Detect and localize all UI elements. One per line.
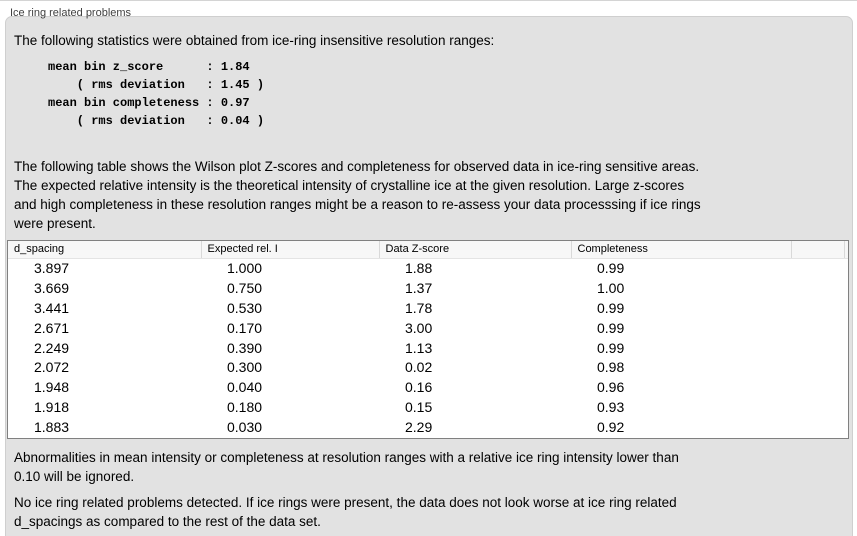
- table-cell: 0.98: [597, 359, 625, 376]
- table-cell-empty: [844, 417, 848, 437]
- table-cell-empty: [791, 298, 844, 318]
- table-cell-empty: [844, 397, 848, 417]
- table-row[interactable]: 2.671 0.170 3.00 0.99: [8, 318, 848, 338]
- table-cell-empty: [791, 397, 844, 417]
- column-header-empty: [844, 241, 848, 259]
- table-cell-empty: [791, 357, 844, 377]
- table-cell: 1.88: [405, 260, 433, 277]
- ice-ring-panel: The following statistics were obtained f…: [5, 16, 853, 536]
- table-cell-empty: [844, 278, 848, 298]
- table-cell-empty: [791, 258, 844, 278]
- table-cell: 0.99: [597, 260, 625, 277]
- table-cell: 0.16: [405, 379, 433, 396]
- page-title: Ice ring related problems: [10, 7, 132, 19]
- table-row[interactable]: 2.249 0.390 1.13 0.99: [8, 338, 848, 358]
- table-row[interactable]: 3.441 0.530 1.78 0.99: [8, 298, 848, 318]
- table-cell-empty: [791, 318, 844, 338]
- table-cell: 0.99: [597, 339, 625, 356]
- ice-ring-table: d_spacing Expected rel. I Data Z-score C…: [7, 240, 849, 439]
- table-cell: 1.918: [34, 399, 70, 416]
- table-cell: 2.072: [34, 359, 70, 376]
- table-cell: 0.180: [227, 399, 263, 416]
- table-row[interactable]: 1.948 0.040 0.16 0.96: [8, 377, 848, 397]
- table-row[interactable]: 2.072 0.300 0.02 0.98: [8, 357, 848, 377]
- column-header-data-z-score[interactable]: Data Z-score: [379, 241, 572, 259]
- table-cell: 0.390: [227, 339, 263, 356]
- table-cell: 2.29: [405, 419, 433, 436]
- table-cell: 0.300: [227, 359, 263, 376]
- table-row[interactable]: 1.918 0.180 0.15 0.93: [8, 397, 848, 417]
- table-cell: 3.00: [405, 319, 433, 336]
- ignore-note: Abnormalities in mean intensity or compl…: [14, 450, 679, 484]
- column-header-expected-rel-i[interactable]: Expected rel. I: [201, 241, 380, 259]
- intro-text: The following statistics were obtained f…: [14, 33, 495, 48]
- table-cell-empty: [844, 357, 848, 377]
- table-cell: 0.170: [227, 319, 263, 336]
- column-header-completeness[interactable]: Completeness: [571, 241, 792, 259]
- stats-block: mean bin z_score : 1.84 ( rms deviation …: [48, 60, 265, 128]
- table-cell-empty: [791, 377, 844, 397]
- table-cell: 0.750: [227, 279, 263, 296]
- table-cell-empty: [791, 338, 844, 358]
- table-cell: 0.93: [597, 399, 625, 416]
- table-cell-empty: [844, 258, 848, 278]
- table-header-row: d_spacing Expected rel. I Data Z-score C…: [8, 241, 848, 259]
- table-row[interactable]: 3.897 1.000 1.88 0.99: [8, 258, 848, 278]
- column-header-empty: [791, 241, 845, 259]
- table-cell: 0.99: [597, 299, 625, 316]
- table-cell-empty: [844, 338, 848, 358]
- table-row[interactable]: 3.669 0.750 1.37 1.00: [8, 278, 848, 298]
- column-header-d-spacing[interactable]: d_spacing: [8, 241, 202, 259]
- table-cell: 0.040: [227, 379, 263, 396]
- table-cell: 3.441: [34, 299, 70, 316]
- table-cell: 0.99: [597, 319, 625, 336]
- table-cell: 1.78: [405, 299, 433, 316]
- table-cell: 0.15: [405, 399, 433, 416]
- table-cell: 1.37: [405, 279, 433, 296]
- table-cell-empty: [791, 278, 844, 298]
- table-cell-empty: [791, 417, 844, 437]
- section-header: Ice ring related problems: [0, 0, 857, 19]
- table-cell: 0.030: [227, 419, 263, 436]
- table-description: The following table shows the Wilson plo…: [14, 159, 701, 231]
- table-cell: 0.02: [405, 359, 433, 376]
- table-cell: 0.530: [227, 299, 263, 316]
- table-cell-empty: [844, 377, 848, 397]
- table-cell: 0.96: [597, 379, 625, 396]
- conclusion-text: No ice ring related problems detected. I…: [14, 495, 677, 529]
- table-cell: 3.897: [34, 260, 70, 277]
- table-cell: 1.883: [34, 419, 70, 436]
- table-cell-empty: [844, 298, 848, 318]
- table-cell: 1.00: [597, 279, 625, 296]
- table-cell: 3.669: [34, 279, 70, 296]
- table-cell-empty: [844, 318, 848, 338]
- table-cell: 2.249: [34, 339, 70, 356]
- table-cell: 1.000: [227, 260, 263, 277]
- table-body: 3.897 1.000 1.88 0.99 3.669 0.750 1.37 1.00 3.44…: [8, 258, 848, 437]
- table-row[interactable]: 1.883 0.030 2.29 0.92: [8, 417, 848, 437]
- table-cell: 0.92: [597, 419, 625, 436]
- table-cell: 2.671: [34, 319, 70, 336]
- table-cell: 1.948: [34, 379, 70, 396]
- table-cell: 1.13: [405, 339, 433, 356]
